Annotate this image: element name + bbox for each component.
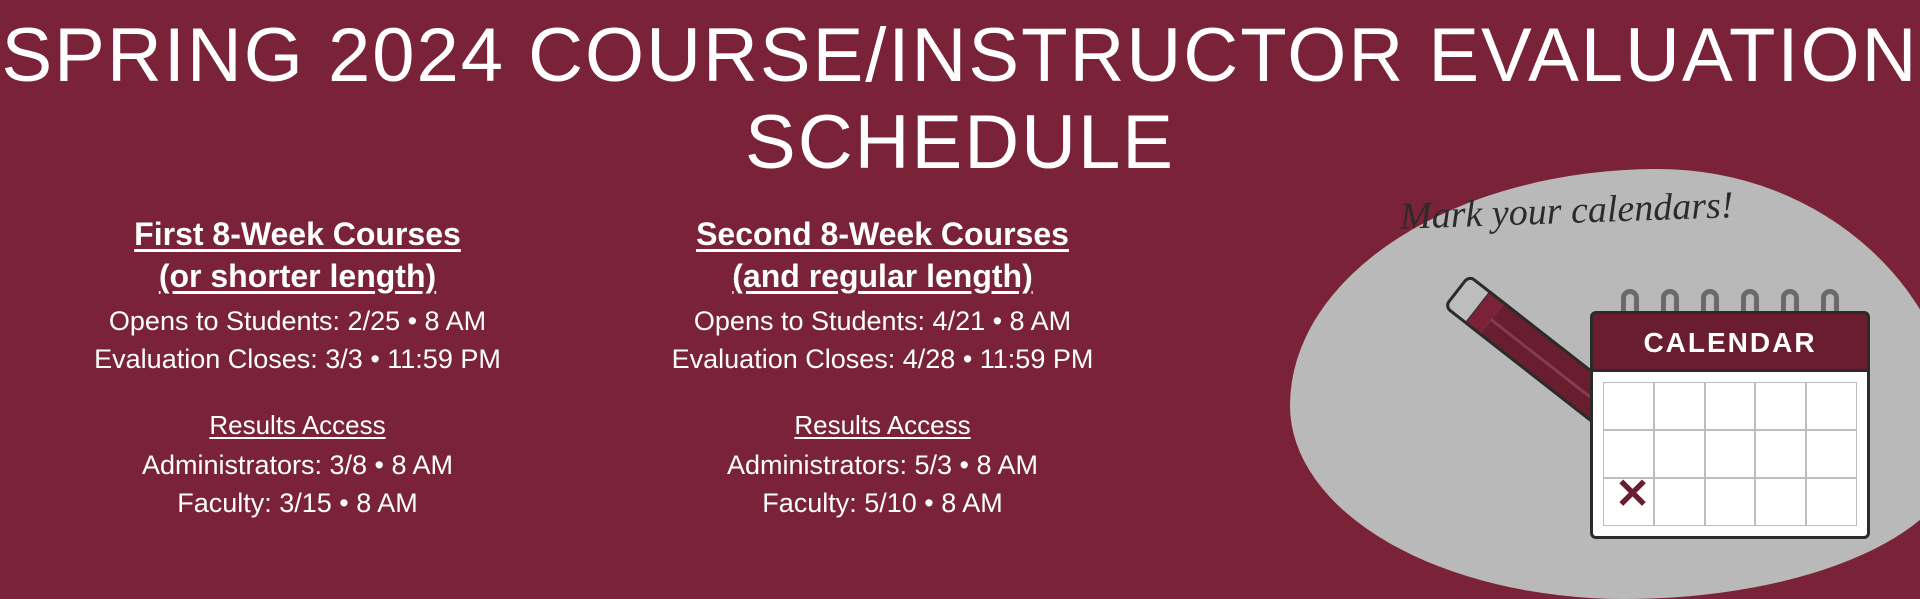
closes-line: Evaluation Closes: 4/28 • 11:59 PM — [645, 341, 1120, 379]
results-access-label: Results Access — [645, 407, 1120, 443]
heading-line-1: First 8-Week Courses — [134, 216, 461, 252]
admins-line: Administrators: 3/8 • 8 AM — [60, 447, 535, 485]
closes-line: Evaluation Closes: 3/3 • 11:59 PM — [60, 341, 535, 379]
heading-line-2: (or shorter length) — [159, 258, 436, 294]
heading-line-1: Second 8-Week Courses — [696, 216, 1069, 252]
column-second-8-week: Second 8-Week Courses (and regular lengt… — [645, 214, 1120, 523]
calendar-header: CALENDAR — [1590, 311, 1870, 371]
faculty-line: Faculty: 5/10 • 8 AM — [645, 485, 1120, 523]
illustration-area: Mark your calendars! CALENDAR ✕ — [1300, 149, 1920, 559]
column-first-8-week: First 8-Week Courses (or shorter length)… — [60, 214, 535, 523]
calendar-body: ✕ — [1590, 369, 1870, 539]
column-heading: Second 8-Week Courses (and regular lengt… — [645, 214, 1120, 297]
column-heading: First 8-Week Courses (or shorter length) — [60, 214, 535, 297]
faculty-line: Faculty: 3/15 • 8 AM — [60, 485, 535, 523]
schedule-columns: First 8-Week Courses (or shorter length)… — [60, 214, 1120, 523]
admins-line: Administrators: 5/3 • 8 AM — [645, 447, 1120, 485]
opens-line: Opens to Students: 4/21 • 8 AM — [645, 303, 1120, 341]
results-access-label: Results Access — [60, 407, 535, 443]
calendar-x-mark: ✕ — [1615, 469, 1650, 518]
heading-line-2: (and regular length) — [732, 258, 1032, 294]
opens-line: Opens to Students: 2/25 • 8 AM — [60, 303, 535, 341]
calendar-icon: CALENDAR ✕ — [1590, 289, 1870, 539]
